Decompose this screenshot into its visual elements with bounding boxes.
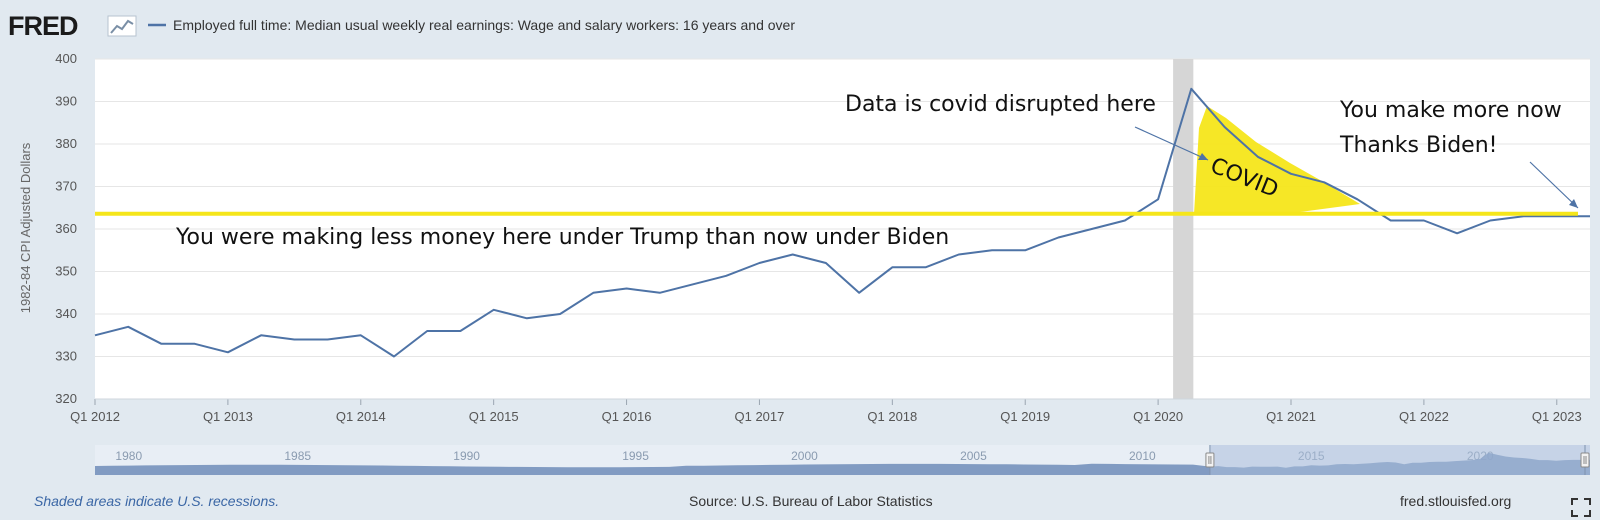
y-tick-label: 360 xyxy=(55,221,77,236)
navigator-selected-window[interactable] xyxy=(1209,445,1590,475)
fred-logo-chart-icon xyxy=(107,15,137,37)
range-navigator[interactable]: 198019851990199520002005201020152020 xyxy=(95,445,1590,475)
site-link[interactable]: fred.stlouisfed.org xyxy=(1400,493,1511,509)
x-tick-label: Q1 2018 xyxy=(867,409,917,424)
annotation-covid-disrupted: Data is covid disrupted here xyxy=(845,92,1156,117)
y-tick-label: 380 xyxy=(55,136,77,151)
y-tick-label: 390 xyxy=(55,94,77,109)
annotation-make-more: You make more now xyxy=(1339,98,1562,123)
x-tick-label: Q1 2021 xyxy=(1266,409,1316,424)
navigator-year-label: 1980 xyxy=(115,449,142,463)
x-tick-label: Q1 2019 xyxy=(1000,409,1050,424)
y-tick-label: 340 xyxy=(55,306,77,321)
y-tick-label: 320 xyxy=(55,391,77,406)
x-tick-label: Q1 2023 xyxy=(1532,409,1582,424)
navigator-year-label: 2005 xyxy=(960,449,987,463)
x-axis-ticks: Q1 2012 Q1 2013 Q1 2014 Q1 2015 Q1 2016 Q1 20… xyxy=(70,398,1590,424)
y-axis-ticks: 400 390 380 370 360 350 340 330 320 xyxy=(55,51,77,406)
recession-note: Shaded areas indicate U.S. recessions. xyxy=(34,493,279,509)
y-axis-label: 1982-84 CPI Adjusted Dollars xyxy=(18,142,33,313)
annotation-trump-vs-biden: You were making less money here under Tr… xyxy=(175,225,949,250)
source-credit: Source: U.S. Bureau of Labor Statistics xyxy=(689,493,933,509)
recession-band xyxy=(1173,59,1194,399)
series-line[interactable] xyxy=(94,87,1590,358)
recession-shading xyxy=(1173,59,1194,399)
annotation-arrow-biden xyxy=(1529,161,1579,209)
y-tick-label: 370 xyxy=(55,179,77,194)
navigator-year-label: 1985 xyxy=(284,449,311,463)
annotation-thanks-biden: Thanks Biden! xyxy=(1339,133,1497,158)
y-tick-label: 350 xyxy=(55,264,77,279)
navigator-year-label: 2010 xyxy=(1129,449,1156,463)
navigator-year-label: 2000 xyxy=(791,449,818,463)
y-tick-label: 330 xyxy=(55,349,77,364)
x-tick-label: Q1 2013 xyxy=(203,409,253,424)
x-tick-label: Q1 2017 xyxy=(735,409,785,424)
x-tick-label: Q1 2014 xyxy=(336,409,386,424)
navigator-right-handle[interactable] xyxy=(1580,445,1590,475)
y-tick-label: 400 xyxy=(55,51,77,66)
series-lines xyxy=(94,87,1590,358)
grid-lines xyxy=(95,58,1590,400)
x-tick-label: Q1 2012 xyxy=(70,409,120,424)
x-tick-label: Q1 2022 xyxy=(1399,409,1449,424)
navigator-left-handle[interactable] xyxy=(1205,445,1215,475)
fred-logo[interactable]: FRED xyxy=(8,11,79,41)
navigator-year-label: 1995 xyxy=(622,449,649,463)
x-tick-label: Q1 2015 xyxy=(469,409,519,424)
navigator-year-label: 1990 xyxy=(453,449,480,463)
x-tick-label: Q1 2016 xyxy=(602,409,652,424)
x-tick-label: Q1 2020 xyxy=(1133,409,1183,424)
annotation-arrow-covid xyxy=(1134,126,1209,161)
legend-label[interactable]: Employed full time: Median usual weekly … xyxy=(173,17,795,33)
covid-highlight-marker xyxy=(1194,106,1360,214)
fullscreen-icon[interactable] xyxy=(1571,498,1591,517)
